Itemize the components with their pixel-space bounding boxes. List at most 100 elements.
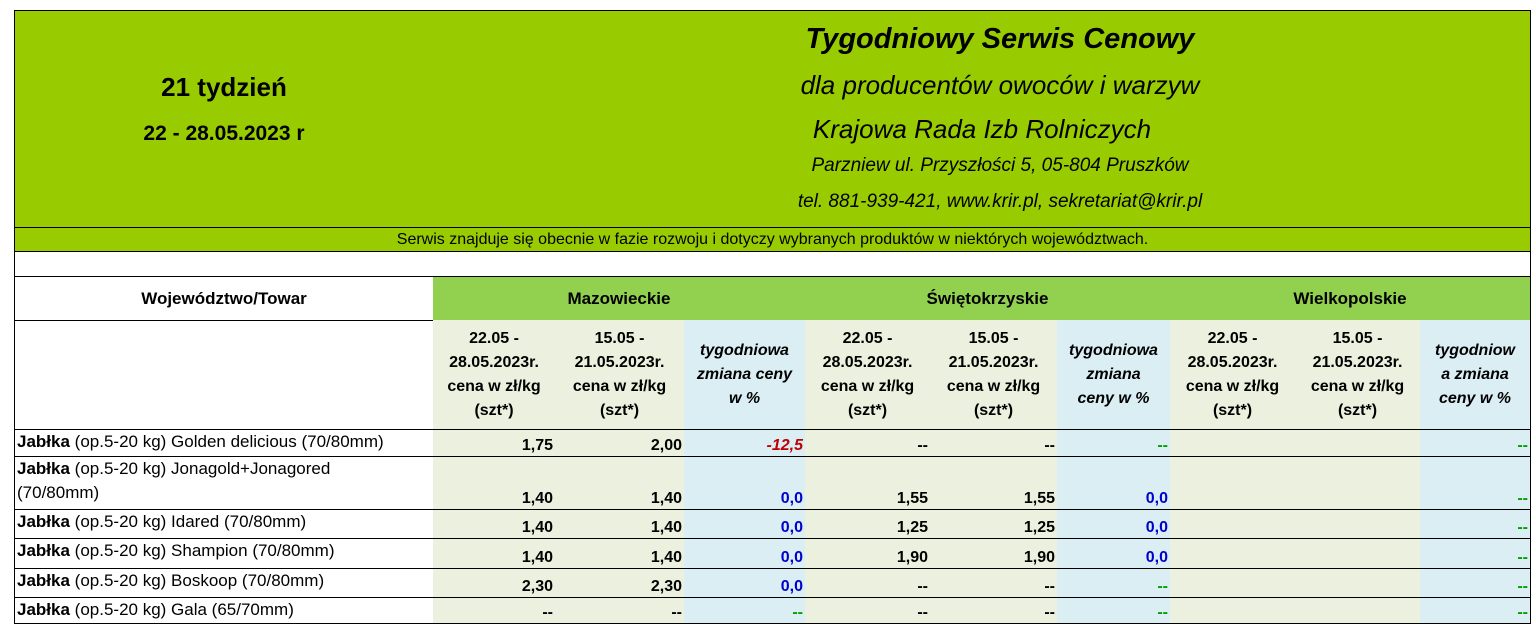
change-cell: -- — [1420, 510, 1531, 539]
header-line: 22.05 - — [469, 329, 519, 347]
price-cell — [1295, 569, 1421, 598]
cell-value: 0,0 — [1145, 490, 1168, 507]
product-label: Jabłka (op.5-20 kg) Shampion (70/80mm) — [14, 539, 434, 569]
header-line: (szt*) — [847, 401, 888, 419]
change-cell: -- — [1420, 539, 1531, 569]
product-type: Jabłka — [17, 571, 70, 590]
header-line: cena w zł/kg — [946, 377, 1041, 395]
notice-text: Serwis znajduje się obecnie w fazie rozw… — [396, 230, 1149, 248]
header-line: tygodniowa — [1069, 341, 1158, 359]
cell-value: 0,0 — [780, 519, 803, 536]
notice-bar: Serwis znajduje się obecnie w fazie rozw… — [14, 228, 1531, 252]
header-line: (szt*) — [474, 401, 514, 419]
weekly-change-header: tygodniow a zmiana ceny w % — [1420, 320, 1531, 430]
weekly-change-header: tygodniowa zmiana ceny w % — [1057, 320, 1171, 430]
header-line: w % — [728, 389, 761, 407]
change-cell: -- — [1420, 598, 1531, 624]
cell-value: -- — [917, 437, 928, 454]
header-line: (szt*) — [599, 401, 640, 419]
cell-value: -- — [1044, 578, 1055, 595]
header-line: cena w zł/kg — [820, 377, 915, 395]
cell-value: -- — [542, 604, 553, 621]
header-line: 15.05 - — [594, 329, 645, 347]
price-cell: 1,40 — [433, 510, 556, 539]
product-type: Jabłka — [17, 600, 70, 619]
cell-value: -- — [1044, 604, 1055, 621]
change-cell: -12,5 — [684, 430, 806, 457]
price-cell: 1,55 — [805, 457, 931, 510]
cell-value: 1,40 — [650, 549, 682, 566]
product-name: Jabłka (op.5-20 kg) Boskoop (70/80mm) — [17, 569, 433, 593]
price-cell: -- — [805, 430, 931, 457]
price-cell — [1295, 539, 1421, 569]
price-cell: 1,40 — [555, 539, 685, 569]
product-label: Jabłka (op.5-20 kg) Golden delicious (70… — [14, 430, 434, 457]
product-label: Jabłka (op.5-20 kg) Idared (70/80mm) — [14, 510, 434, 539]
cell-value: -- — [917, 578, 928, 595]
cell-value: -- — [1517, 437, 1528, 454]
price-cell: 1,90 — [930, 539, 1058, 569]
change-cell: -- — [684, 598, 806, 624]
region-header-wielkopolskie: Wielkopolskie — [1170, 277, 1531, 321]
cell-value: 0,0 — [1145, 519, 1168, 536]
price-cell: 2,30 — [433, 569, 556, 598]
header-line: cena w zł/kg — [1185, 377, 1280, 395]
cell-value: 2,00 — [650, 437, 682, 454]
region-label: Mazowieckie — [567, 288, 671, 308]
header-line: 15.05 - — [968, 329, 1019, 347]
cell-value: 1,90 — [1023, 549, 1055, 566]
price-period-header: 15.05 - 21.05.2023r. cena w zł/kg (szt*) — [1295, 320, 1421, 430]
price-cell: -- — [805, 569, 931, 598]
cell-value: 1,75 — [521, 437, 553, 454]
subheader-empty — [14, 320, 434, 430]
change-cell: 0,0 — [684, 510, 806, 539]
price-cell — [1295, 510, 1421, 539]
header-line: 28.05.2023r. — [449, 353, 539, 371]
product-name: Jabłka (op.5-20 kg) Golden delicious (70… — [17, 430, 433, 454]
corner-header: Województwo/Towar — [14, 277, 434, 321]
product-type: Jabłka — [17, 432, 70, 451]
header-line: cena w zł/kg — [572, 377, 667, 395]
cell-value: -- — [1157, 437, 1168, 454]
cell-value: 0,0 — [780, 549, 803, 566]
change-cell: 0,0 — [684, 457, 806, 510]
header-line: (szt*) — [1212, 401, 1253, 419]
price-period-header: 15.05 - 21.05.2023r. cena w zł/kg (szt*) — [930, 320, 1058, 430]
product-spec: (op.5-20 kg) Idared (70/80mm) — [69, 512, 307, 531]
address-line: Parzniew ul. Przyszłości 5, 05-804 Prusz… — [811, 155, 1189, 176]
price-cell — [1295, 430, 1421, 457]
price-cell — [1170, 457, 1296, 510]
header-line: 22.05 - — [842, 329, 893, 347]
cell-value: -- — [792, 604, 803, 621]
product-spec-cont: (70/80mm) — [17, 483, 100, 502]
price-period-header: 22.05 - 28.05.2023r. cena w zł/kg (szt*) — [1170, 320, 1296, 430]
change-cell: 0,0 — [684, 569, 806, 598]
region-header-mazowieckie: Mazowieckie — [433, 277, 806, 321]
title-panel: Tygodniowy Serwis Cenowy dla producentów… — [433, 10, 1531, 228]
cell-value: 1,55 — [896, 490, 928, 507]
price-cell: 1,55 — [930, 457, 1058, 510]
price-cell — [1295, 457, 1421, 510]
header-line: a zmiana — [1441, 365, 1509, 383]
cell-value: 1,25 — [896, 519, 928, 536]
region-header-swietokrzyskie: Świętokrzyskie — [805, 277, 1171, 321]
change-cell: -- — [1057, 569, 1171, 598]
product-spec: (op.5-20 kg) Gala (65/70mm) — [69, 600, 294, 619]
product-label: Jabłka (op.5-20 kg) Boskoop (70/80mm) — [14, 569, 434, 598]
change-cell: 0,0 — [1057, 510, 1171, 539]
product-spec: (op.5-20 kg) Shampion (70/80mm) — [69, 541, 335, 560]
header-line: cena w zł/kg — [1310, 377, 1405, 395]
price-cell: 1,75 — [433, 430, 556, 457]
price-period-header: 22.05 - 28.05.2023r. cena w zł/kg (szt*) — [433, 320, 556, 430]
product-spec: (op.5-20 kg) Golden delicious (70/80mm) — [69, 432, 384, 451]
product-spec: (op.5-20 kg) Boskoop (70/80mm) — [69, 571, 325, 590]
week-panel: 21 tydzień 22 - 28.05.2023 r — [14, 10, 434, 228]
product-label: Jabłka (op.5-20 kg) Gala (65/70mm) — [14, 598, 434, 624]
header-line: cena w zł/kg — [447, 377, 541, 395]
cell-value: -- — [1044, 437, 1055, 454]
spacer-row — [14, 252, 1531, 277]
cell-value: -- — [1517, 578, 1528, 595]
price-cell: -- — [555, 598, 685, 624]
price-period-header: 15.05 - 21.05.2023r. cena w zł/kg (szt*) — [555, 320, 685, 430]
price-cell: 1,25 — [930, 510, 1058, 539]
